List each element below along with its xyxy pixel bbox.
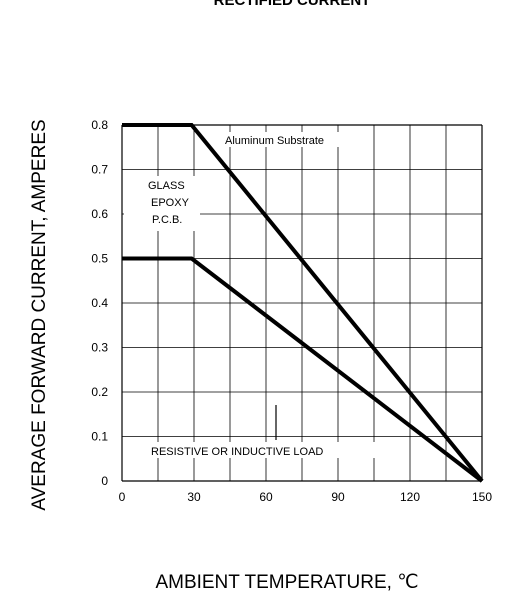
glass-epoxy-pcb-label: P.C.B. bbox=[152, 214, 182, 226]
x-tick-label: 30 bbox=[187, 490, 201, 504]
x-tick-label: 150 bbox=[472, 490, 492, 504]
series-lines bbox=[122, 123, 484, 483]
aluminum-label-bg bbox=[222, 132, 351, 147]
y-axis-label: AVERAGE FORWARD CURRENT, AMPERES bbox=[29, 119, 50, 510]
load-label-bg bbox=[146, 442, 376, 458]
x-axis-label: AMBIENT TEMPERATURE, ℃ bbox=[155, 572, 418, 593]
y-tick-label: 0.3 bbox=[91, 341, 108, 355]
y-tick-label: 0.6 bbox=[91, 207, 108, 221]
series-line-2 bbox=[122, 256, 484, 483]
x-tick-label: 60 bbox=[259, 490, 273, 504]
y-tick-label: 0.4 bbox=[91, 296, 108, 310]
tick-labels: 0 30 60 90 120 150 0 0.1 0.2 0.3 0.4 0.5 0.6 0.7 0.8 bbox=[91, 118, 492, 504]
chart-title: RECTIFIED CURRENT bbox=[214, 0, 371, 9]
resistive-load-label: RESISTIVE OR INDUCTIVE LOAD bbox=[151, 446, 323, 458]
aluminum-substrate-label: Aluminum Substrate bbox=[225, 135, 324, 147]
annotations: Aluminum Substrate GLASS EPOXY P.C.B. RESIST… bbox=[124, 132, 376, 458]
glass-epoxy-label-bg bbox=[124, 176, 200, 231]
x-tick-label: 90 bbox=[331, 490, 345, 504]
y-tick-label: 0.1 bbox=[91, 430, 108, 444]
glass-epoxy-pcb-label: GLASS bbox=[148, 180, 185, 192]
x-tick-label: 120 bbox=[400, 490, 420, 504]
y-tick-label: 0.7 bbox=[91, 163, 108, 177]
glass-epoxy-pcb-label: EPOXY bbox=[151, 197, 190, 209]
x-tick-label: 0 bbox=[119, 490, 126, 504]
series-line-1 bbox=[122, 123, 484, 483]
y-tick-label: 0.8 bbox=[91, 118, 108, 132]
y-tick-label: 0 bbox=[101, 474, 108, 488]
y-tick-label: 0.2 bbox=[91, 385, 108, 399]
y-tick-label: 0.5 bbox=[91, 252, 108, 266]
